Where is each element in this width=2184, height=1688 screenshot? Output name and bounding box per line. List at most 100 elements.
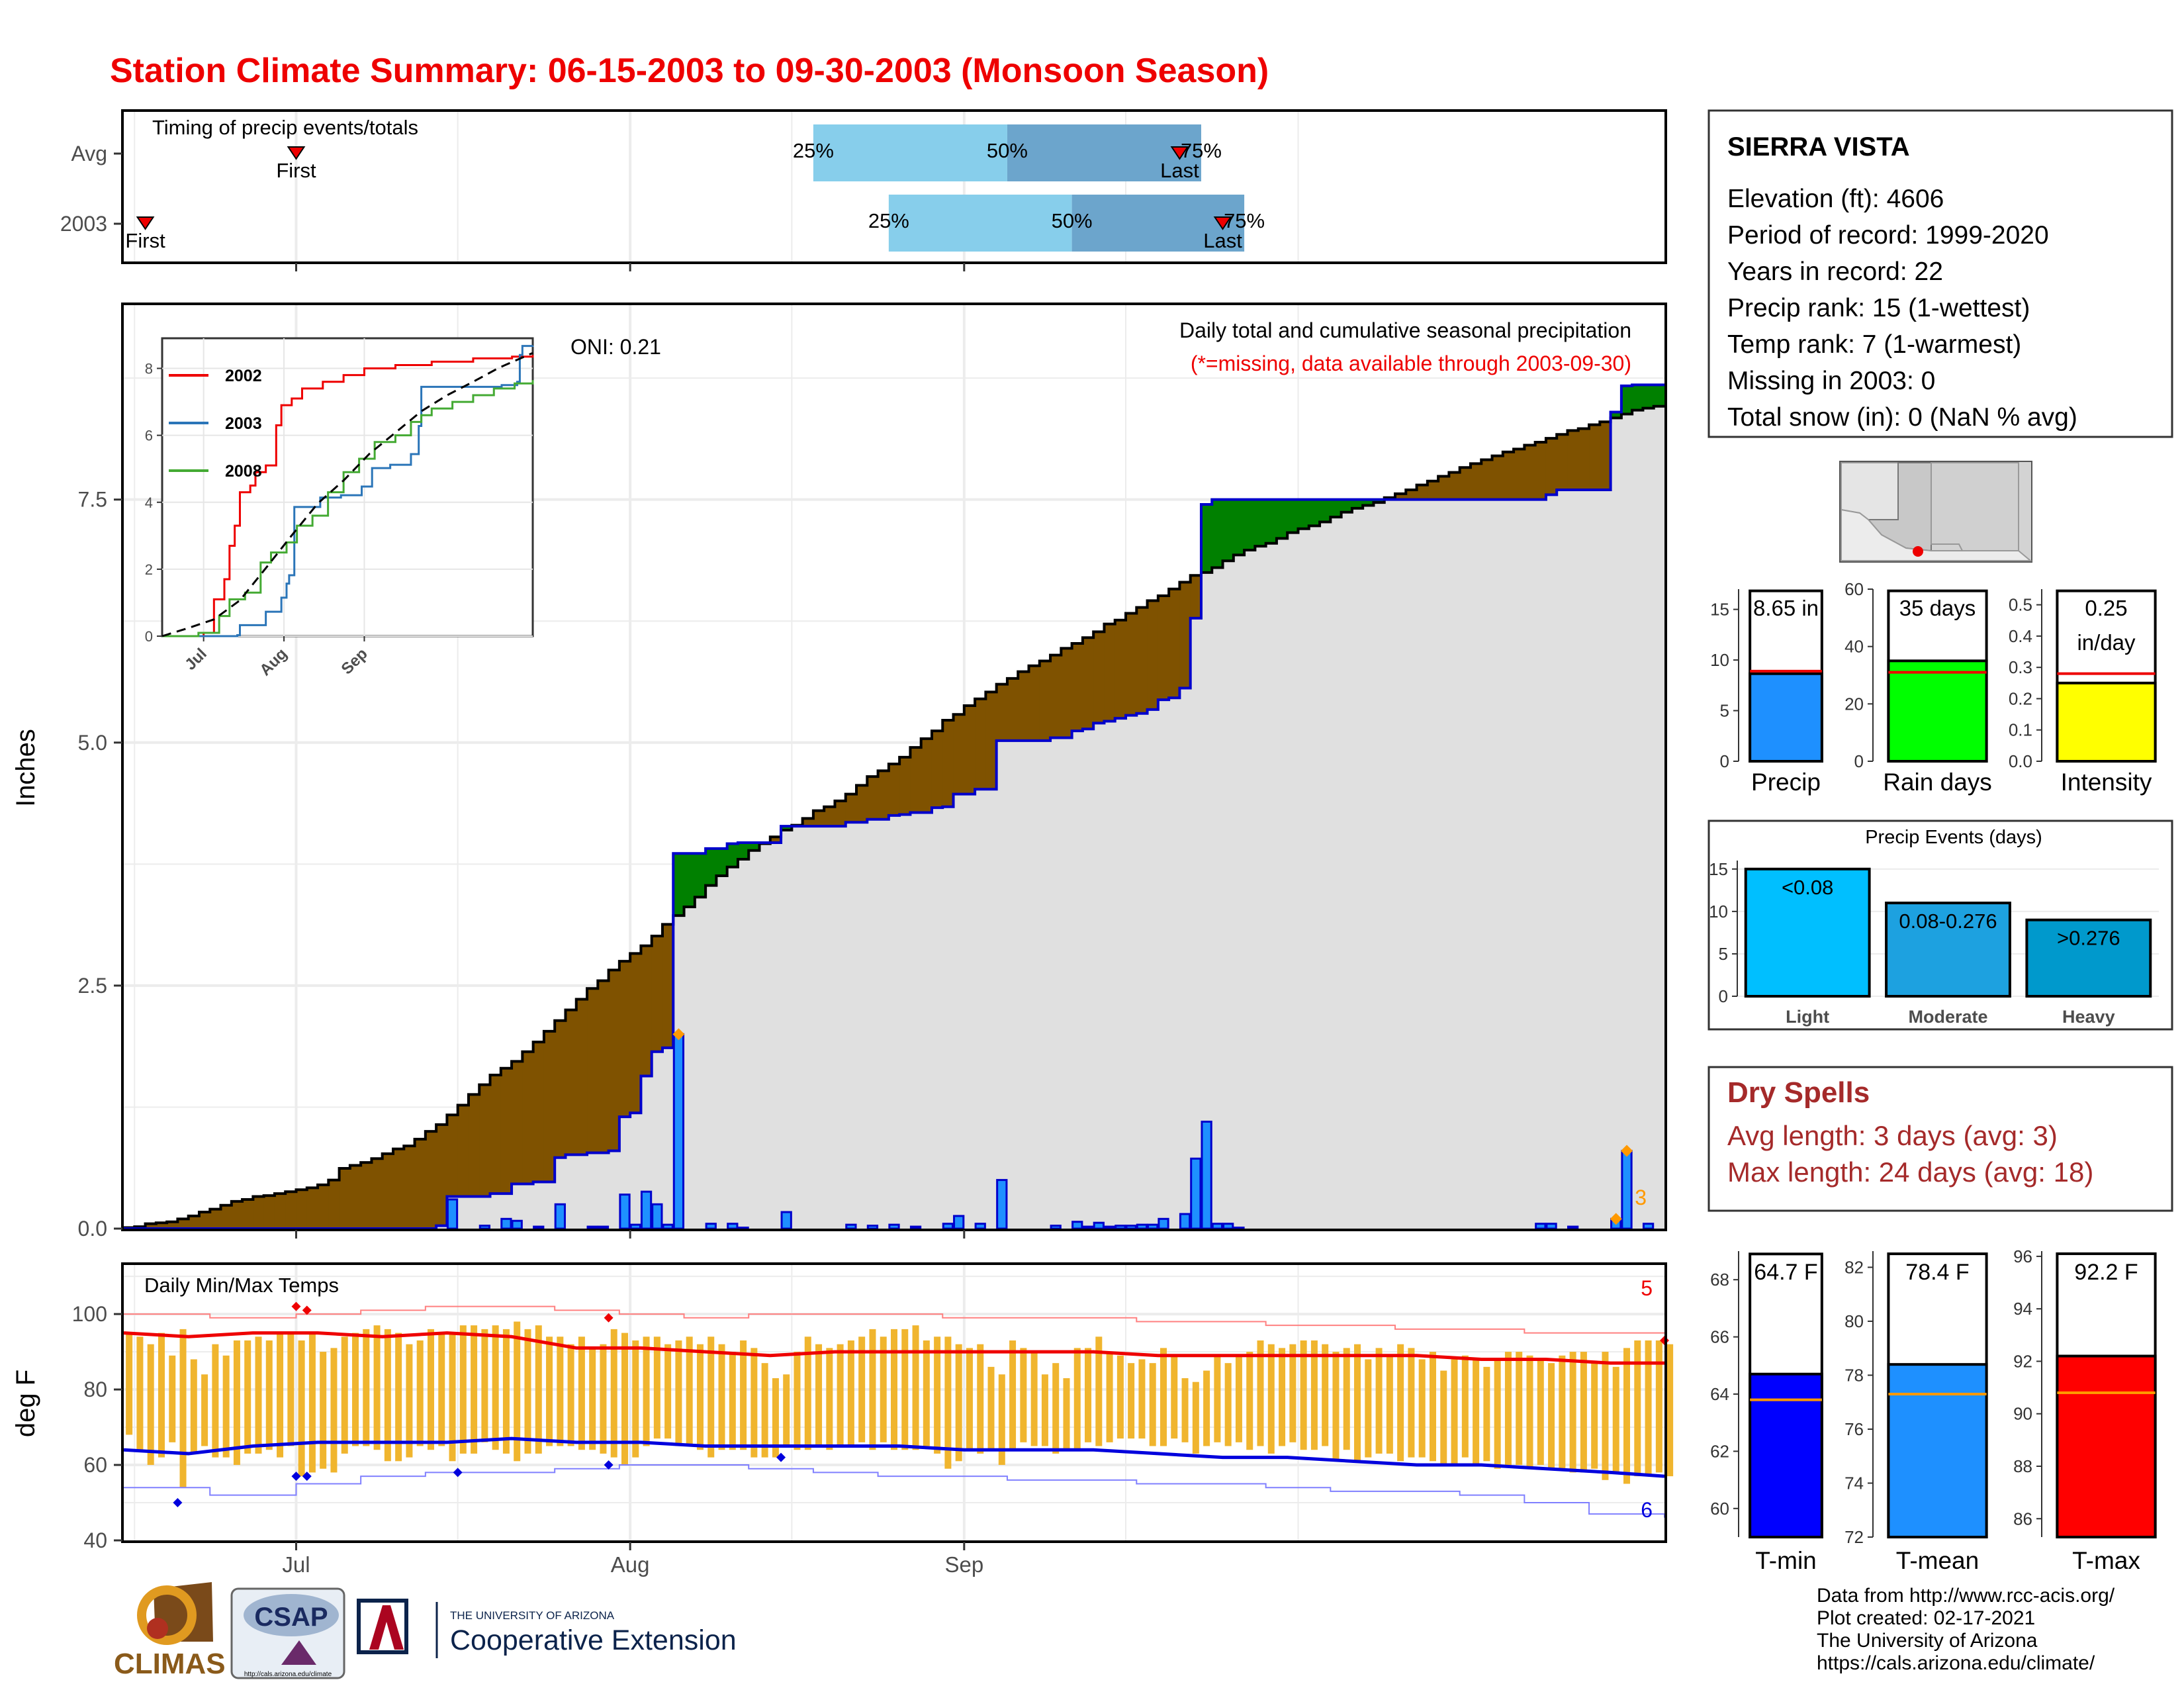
deficit-area (1190, 575, 1202, 618)
daily-precip-bar (554, 1203, 566, 1230)
surplus-area (684, 853, 696, 907)
deficit-area (1535, 442, 1547, 500)
mini-bar-tick-label: 20 (1844, 694, 1864, 714)
record-min-marker (604, 1460, 614, 1470)
deficit-area (1589, 424, 1600, 490)
surplus-area (1287, 499, 1299, 533)
timing-panel-title: Timing of precip events/totals (152, 116, 418, 139)
daily-temp-range-bar (126, 1333, 133, 1435)
csap-logo-text: CSAP (254, 1603, 328, 1632)
daily-temp-range-bar (416, 1340, 424, 1446)
mini-bar-value-label: 35 days (1899, 596, 1976, 620)
precip-y-tick-label: 5.0 (78, 731, 107, 755)
daily-precip-bar (597, 1225, 610, 1230)
daily-temp-range-bar (1332, 1352, 1340, 1462)
event-bar-label: 0.08-0.276 (1899, 910, 1997, 933)
daily-temp-range-bar (363, 1329, 370, 1446)
mini-bar-tick-label: 0.3 (2009, 657, 2032, 677)
deficit-area (371, 1158, 383, 1229)
mini-bar-tick-label: 60 (1844, 579, 1864, 599)
daily-temp-range-bar (546, 1336, 553, 1446)
surplus-area (1233, 499, 1245, 555)
daily-temp-range-bar (858, 1336, 866, 1442)
daily-temp-range-bar (761, 1363, 768, 1458)
deficit-area (1018, 671, 1030, 741)
daily-precip-bar (737, 1227, 749, 1230)
daily-temp-range-bar (481, 1329, 488, 1442)
temp-y-tick-label: 100 (72, 1302, 107, 1326)
deficit-area (856, 785, 868, 823)
station-info: SIERRA VISTA Elevation (ft): 4606 Period … (1707, 109, 2173, 438)
daily-temp-range-bar (794, 1352, 801, 1450)
deficit-area (576, 999, 588, 1155)
deficit-area (490, 1074, 502, 1194)
timing-p75-label: 75% (1181, 139, 1222, 162)
daily-temp-range-bar (707, 1336, 715, 1458)
csap-logo-mountain (281, 1640, 316, 1665)
daily-temp-range-bar (1138, 1359, 1146, 1439)
deficit-area (1406, 490, 1418, 500)
precip-annotation-title: Daily total and cumulative seasonal prec… (1179, 318, 1631, 342)
temp-bar-value-label: 64.7 F (1754, 1260, 1817, 1285)
deficit-area (361, 1162, 373, 1229)
surplus-area (781, 826, 792, 830)
deficit-area (953, 714, 965, 794)
daily-temp-range-bar (1612, 1366, 1619, 1473)
daily-temp-range-bar (998, 1374, 1005, 1466)
temp-bar-tick-label: 96 (2013, 1246, 2032, 1266)
daily-temp-range-bar (1310, 1340, 1318, 1450)
inset-y-tick-label: 2 (145, 561, 153, 578)
mini-bar-value-label: 8.65 in (1753, 596, 1819, 620)
deficit-area (555, 1020, 567, 1158)
daily-temp-range-bar (1602, 1352, 1609, 1480)
daily-temp-range-bar (1461, 1355, 1469, 1458)
deficit-area (447, 1115, 459, 1197)
deficit-area (1179, 582, 1191, 688)
daily-temp-range-bar (1537, 1359, 1544, 1466)
deficit-area (619, 961, 631, 1117)
deficit-area (587, 988, 598, 1153)
mini-bar-tick-label: 0.5 (2009, 595, 2032, 615)
avg-min-temp-line (123, 1436, 1665, 1478)
deficit-area (1481, 459, 1493, 500)
daily-temp-range-bar (471, 1325, 478, 1454)
daily-temp-range-bar (1106, 1352, 1113, 1442)
mini-bar-tick-label: 15 (1710, 600, 1729, 620)
daily-precip-bar (1190, 1157, 1202, 1230)
deficit-area (328, 1180, 340, 1229)
inset-x-tick-label: Aug (256, 645, 291, 679)
daily-temp-range-bar (1343, 1348, 1350, 1450)
surplus-area (1308, 499, 1320, 526)
daily-precip-bar (780, 1211, 792, 1230)
deficit-area (598, 980, 610, 1153)
daily-temp-range-bar (352, 1333, 359, 1446)
daily-temp-range-bar (502, 1329, 510, 1454)
deficit-area (457, 1105, 469, 1197)
deficit-area (306, 1188, 318, 1229)
locator-map (1839, 461, 2032, 563)
daily-temp-range-bar (923, 1340, 930, 1446)
daily-precip-bar (1535, 1223, 1547, 1230)
daily-temp-range-bar (1203, 1370, 1210, 1446)
daily-temp-range-bar (169, 1355, 176, 1442)
daily-temp-range-bar (1235, 1355, 1242, 1442)
timing-panel-frame (121, 109, 1667, 264)
deficit-area (404, 1146, 416, 1229)
surplus-area (1201, 504, 1212, 573)
map-state-east (1931, 462, 2019, 551)
daily-precip-bar (1050, 1225, 1062, 1230)
deficit-area (263, 1196, 275, 1229)
daily-precip-bar (1115, 1225, 1126, 1230)
deficit-area (479, 1084, 491, 1197)
daily-temp-range-bar (621, 1333, 629, 1466)
surplus-area (1255, 499, 1267, 547)
deficit-area (1492, 455, 1504, 500)
daily-precip-bar (996, 1179, 1008, 1230)
mini-bar-tick-label: 0 (1854, 751, 1864, 771)
event-bar (1885, 902, 2011, 998)
daily-precip-bar (629, 1223, 641, 1230)
surplus-area (1244, 499, 1255, 551)
mini-bar-value-label: in/day (2077, 630, 2136, 655)
daily-temp-range-bar (847, 1340, 854, 1446)
daily-temp-range-bar (1559, 1355, 1566, 1469)
